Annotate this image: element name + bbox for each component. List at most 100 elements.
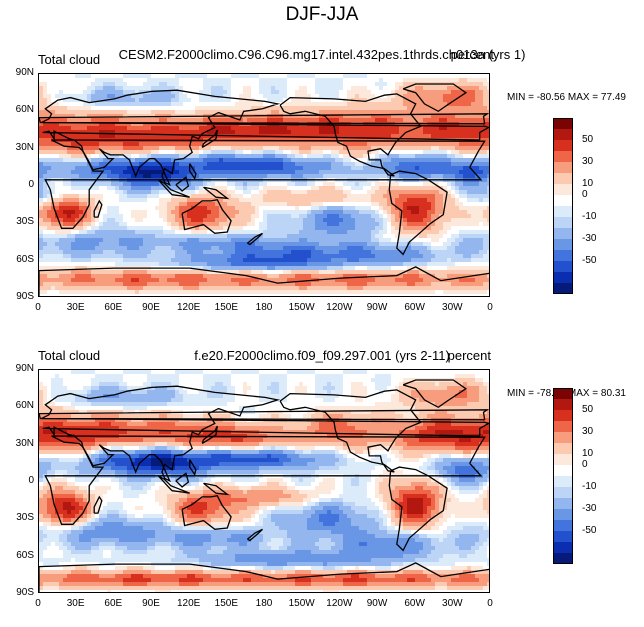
lat-tick-label: 60S bbox=[16, 253, 34, 265]
colorbar-swatch bbox=[553, 399, 573, 410]
min-max-stats: MIN = -80.56 MAX = 77.49 bbox=[507, 92, 626, 103]
coastline-outline bbox=[39, 409, 489, 421]
colorbar-label: -10 bbox=[582, 481, 597, 492]
coastline-outline bbox=[203, 482, 230, 496]
colorbar-swatch bbox=[553, 250, 573, 261]
lat-tick-label: 30N bbox=[15, 141, 34, 153]
panel-units-title: percent bbox=[447, 348, 491, 363]
lon-tick-label: 120W bbox=[326, 598, 353, 609]
panel-case-title: CESM2.F2000climo.C96.C96.mg17.intel.432p… bbox=[118, 47, 526, 62]
lon-tick-label: 90W bbox=[366, 598, 388, 609]
panel-case-title: f.e20.F2000climo.f09_f09.297.001 (yrs 2-… bbox=[194, 348, 450, 363]
lon-tick-label: 60W bbox=[404, 302, 425, 313]
colorbar-label: 10 bbox=[582, 448, 594, 459]
colorbar-label: -50 bbox=[582, 255, 597, 266]
panel-units-title: percent bbox=[450, 47, 494, 62]
colorbar-label: 10 bbox=[582, 178, 594, 189]
colorbar-swatch bbox=[553, 272, 573, 283]
map-plot bbox=[38, 73, 490, 297]
coastline-outline bbox=[402, 379, 468, 409]
coastline-outline bbox=[157, 179, 190, 198]
colorbar-swatch bbox=[553, 283, 573, 294]
lon-tick-label: 60E bbox=[104, 302, 123, 313]
colorbar-swatch bbox=[553, 421, 573, 432]
coastline-outline bbox=[203, 186, 230, 200]
coastline-outline bbox=[93, 495, 103, 514]
colorbar-swatch bbox=[553, 184, 573, 195]
lat-tick-label: 60N bbox=[15, 104, 34, 116]
coastline-outline bbox=[39, 266, 489, 296]
coastline-outline bbox=[181, 198, 232, 234]
lon-tick-label: 30W bbox=[442, 598, 463, 609]
colorbar-swatch bbox=[553, 195, 573, 206]
colorbar-label: 0 bbox=[582, 189, 588, 200]
coastline-outline bbox=[189, 459, 197, 477]
coastline-outline bbox=[157, 475, 190, 494]
coastline-outline bbox=[189, 163, 197, 181]
coastline-outline bbox=[279, 93, 422, 177]
lon-tick-label: 60W bbox=[404, 598, 425, 609]
lon-tick-label: 0 bbox=[487, 598, 493, 609]
lon-tick-label: 150E bbox=[214, 302, 238, 313]
lon-tick-label: 150W bbox=[288, 302, 315, 313]
colorbar-swatch bbox=[553, 498, 573, 509]
lat-tick-label: 90S bbox=[16, 291, 34, 302]
coastline-outline bbox=[201, 425, 218, 444]
lat-tick-label: 30N bbox=[15, 437, 34, 449]
colorbar-swatch bbox=[553, 173, 573, 184]
lat-tick-label: 90N bbox=[15, 67, 34, 78]
lon-tick-label: 30E bbox=[66, 598, 85, 609]
coastline-outline bbox=[246, 528, 263, 542]
lat-tick-label: 30S bbox=[16, 216, 34, 228]
coastline-outline bbox=[246, 232, 263, 246]
colorbar-label: -30 bbox=[582, 503, 597, 514]
colorbar-label: 30 bbox=[582, 156, 594, 167]
lon-tick-label: 60E bbox=[104, 598, 123, 609]
coastline-outline bbox=[41, 385, 489, 483]
coastline-outline bbox=[181, 494, 232, 530]
colorbar-swatch bbox=[553, 542, 573, 553]
colorbar-swatch bbox=[553, 476, 573, 487]
colorbar-label: -10 bbox=[582, 211, 597, 222]
colorbar-swatch bbox=[553, 239, 573, 250]
coastline-outline bbox=[39, 113, 489, 125]
lon-tick-label: 150W bbox=[288, 598, 315, 609]
colorbar-label: 30 bbox=[582, 426, 594, 437]
colorbar-swatch bbox=[553, 129, 573, 140]
colorbar-swatch bbox=[553, 162, 573, 173]
colorbar-label: 50 bbox=[582, 404, 594, 415]
coastline-outline bbox=[201, 129, 218, 148]
colorbar-swatch bbox=[553, 261, 573, 272]
lon-tick-label: 0 bbox=[35, 598, 41, 609]
coastline-outline bbox=[388, 466, 448, 552]
coastline-outline bbox=[93, 199, 103, 218]
lat-tick-label: 0 bbox=[28, 475, 34, 486]
colorbar-swatch bbox=[553, 443, 573, 454]
colorbar-label: 0 bbox=[582, 459, 588, 470]
lon-tick-label: 30E bbox=[66, 302, 85, 313]
lon-tick-label: 90E bbox=[142, 302, 160, 313]
lon-tick-label: 180 bbox=[255, 598, 273, 609]
colorbar-swatch bbox=[553, 531, 573, 542]
coastline-outline bbox=[388, 170, 448, 256]
cloud-anomaly-field bbox=[39, 370, 489, 592]
colorbar-swatch bbox=[553, 487, 573, 498]
lat-tick-label: 30S bbox=[16, 512, 34, 524]
lat-tick-label: 0 bbox=[28, 179, 34, 190]
colorbar-swatch bbox=[553, 432, 573, 443]
coastline-outline bbox=[44, 435, 486, 525]
lon-tick-label: 180 bbox=[255, 302, 273, 313]
panel-variable-title: Total cloud bbox=[38, 52, 101, 67]
colorbar-label: -50 bbox=[582, 525, 597, 536]
colorbar-swatch bbox=[553, 388, 573, 399]
colorbar-swatch bbox=[553, 151, 573, 162]
lon-tick-label: 120W bbox=[326, 302, 353, 313]
lon-tick-label: 0 bbox=[35, 302, 41, 313]
lon-tick-label: 120E bbox=[176, 598, 201, 609]
colorbar-swatch bbox=[553, 118, 573, 129]
lon-tick-label: 90E bbox=[142, 598, 160, 609]
colorbar-swatch bbox=[553, 454, 573, 465]
coastline-outline bbox=[175, 472, 190, 488]
colorbar-swatch bbox=[553, 509, 573, 520]
lat-tick-label: 60N bbox=[15, 400, 34, 412]
